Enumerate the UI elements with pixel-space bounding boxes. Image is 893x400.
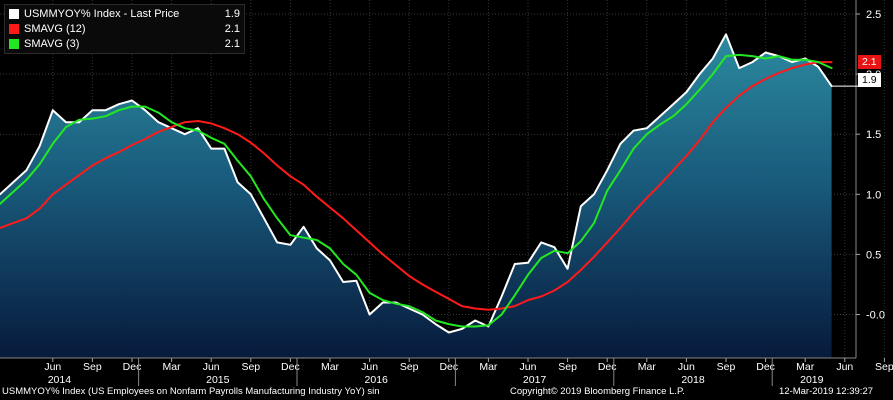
- x-year-label: 2019: [800, 374, 824, 386]
- x-tick-label: Jun: [44, 361, 61, 373]
- legend-swatch-white: [9, 8, 19, 19]
- x-tick-label: Sep: [558, 361, 577, 373]
- footer-series-description: USMMYOY% Index (US Employees on Nonfarm …: [2, 386, 380, 397]
- chart-footer: USMMYOY% Index (US Employees on Nonfarm …: [0, 386, 893, 400]
- series-area-usmmyoy-index-last-price: [0, 34, 832, 359]
- x-tick-label: Sep: [875, 361, 893, 373]
- legend-value: 2.1: [224, 37, 240, 50]
- legend-label: SMAVG (12): [24, 22, 86, 35]
- chart-legend: USMMYOY% Index - Last Price 1.9 SMAVG (1…: [4, 4, 245, 54]
- legend-item-smavg-12: SMAVG (12) 2.1: [9, 21, 240, 36]
- x-tick-label: Jun: [361, 361, 378, 373]
- x-tick-label: Dec: [756, 361, 775, 373]
- x-tick-label: Sep: [717, 361, 736, 373]
- legend-swatch-green: [9, 38, 19, 49]
- x-tick-label: Dec: [439, 361, 458, 373]
- x-year-label: 2015: [206, 374, 230, 386]
- x-year-label: 2014: [48, 374, 72, 386]
- legend-swatch-red: [9, 23, 19, 34]
- footer-timestamp: 12-Mar-2019 12:39:27: [779, 386, 874, 397]
- x-year-label: 2018: [681, 374, 705, 386]
- x-tick-label: Mar: [163, 361, 182, 373]
- x-year-label: 2016: [365, 374, 389, 386]
- x-year-label: 2017: [523, 374, 547, 386]
- legend-item-last-price: USMMYOY% Index - Last Price 1.9: [9, 6, 240, 21]
- legend-value: 2.1: [224, 22, 240, 35]
- x-tick-label: Dec: [598, 361, 617, 373]
- series-line-smavg-12: [0, 61, 833, 311]
- y-tick-label: 1.5: [866, 129, 881, 141]
- x-tick-label: Mar: [321, 361, 340, 373]
- x-tick-label: Jun: [520, 361, 537, 373]
- x-tick-label: Jun: [836, 361, 853, 373]
- x-tick-label: Jun: [203, 361, 220, 373]
- x-tick-label: Mar: [479, 361, 498, 373]
- y-tick-label: 2.5: [866, 9, 881, 21]
- last-price-tag: 1.9: [858, 73, 881, 87]
- y-tick-label: 1.0: [866, 189, 881, 201]
- legend-label: SMAVG (3): [24, 37, 80, 50]
- x-tick-label: Sep: [241, 361, 260, 373]
- legend-value: 1.9: [224, 7, 240, 20]
- x-tick-label: Sep: [400, 361, 419, 373]
- smavg-price-tag: 2.1: [858, 55, 881, 69]
- x-tick-label: Jun: [678, 361, 695, 373]
- x-tick-label: Mar: [796, 361, 815, 373]
- series-line-usmmyoy-index-last-price: [0, 33, 833, 334]
- legend-label: USMMYOY% Index - Last Price: [24, 7, 180, 20]
- y-tick-label: 0.5: [866, 249, 881, 261]
- x-tick-label: Mar: [638, 361, 657, 373]
- x-tick-label: Sep: [83, 361, 102, 373]
- series-line-smavg-3: [0, 53, 833, 328]
- x-tick-label: Dec: [123, 361, 142, 373]
- y-tick-label: -0.0: [866, 310, 885, 322]
- legend-item-smavg-3: SMAVG (3) 2.1: [9, 36, 240, 51]
- footer-copyright: Copyright© 2019 Bloomberg Finance L.P.: [510, 386, 685, 397]
- x-tick-label: Dec: [281, 361, 300, 373]
